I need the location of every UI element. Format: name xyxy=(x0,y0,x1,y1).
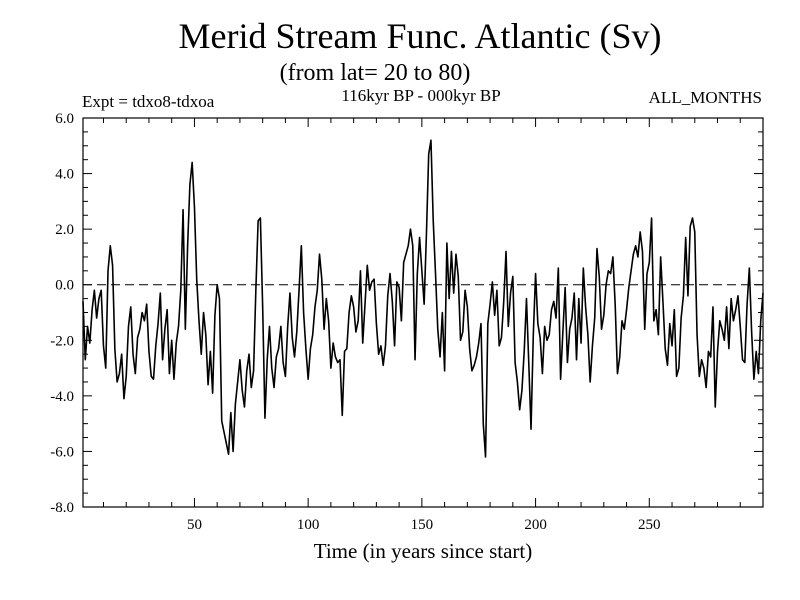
y-tick-label: 0.0 xyxy=(55,278,74,294)
x-tick-label: 200 xyxy=(524,517,547,533)
chart-subtitle: (from lat= 20 to 80) xyxy=(280,60,471,86)
experiment-label: Expt = tdxo8-tdxoa xyxy=(82,92,215,111)
y-tick-label: -8.0 xyxy=(50,500,74,516)
data-series-line xyxy=(82,139,764,458)
x-tick-label: 50 xyxy=(187,517,202,533)
period-label: 116kyr BP - 000kyr BP xyxy=(341,86,500,105)
x-axis-label: Time (in years since start) xyxy=(314,539,533,563)
y-tick-label: -4.0 xyxy=(50,389,74,405)
chart-title: Merid Stream Func. Atlantic (Sv) xyxy=(179,16,662,56)
y-tick-label: -6.0 xyxy=(50,444,74,460)
x-tick-label: 250 xyxy=(638,517,661,533)
months-label: ALL_MONTHS xyxy=(649,88,762,107)
plot-area: -8.0 -6.0 -4.0 -2.0 0.0 2.0 4.0 6.0 50 100 150 200 2… xyxy=(50,111,764,533)
y-tick-label: 2.0 xyxy=(55,222,74,238)
x-tick-label: 150 xyxy=(411,517,434,533)
x-tick-label: 100 xyxy=(297,517,320,533)
y-tick-label: 6.0 xyxy=(55,111,74,127)
y-tick-label: -2.0 xyxy=(50,333,74,349)
y-tick-label: 4.0 xyxy=(55,167,74,183)
